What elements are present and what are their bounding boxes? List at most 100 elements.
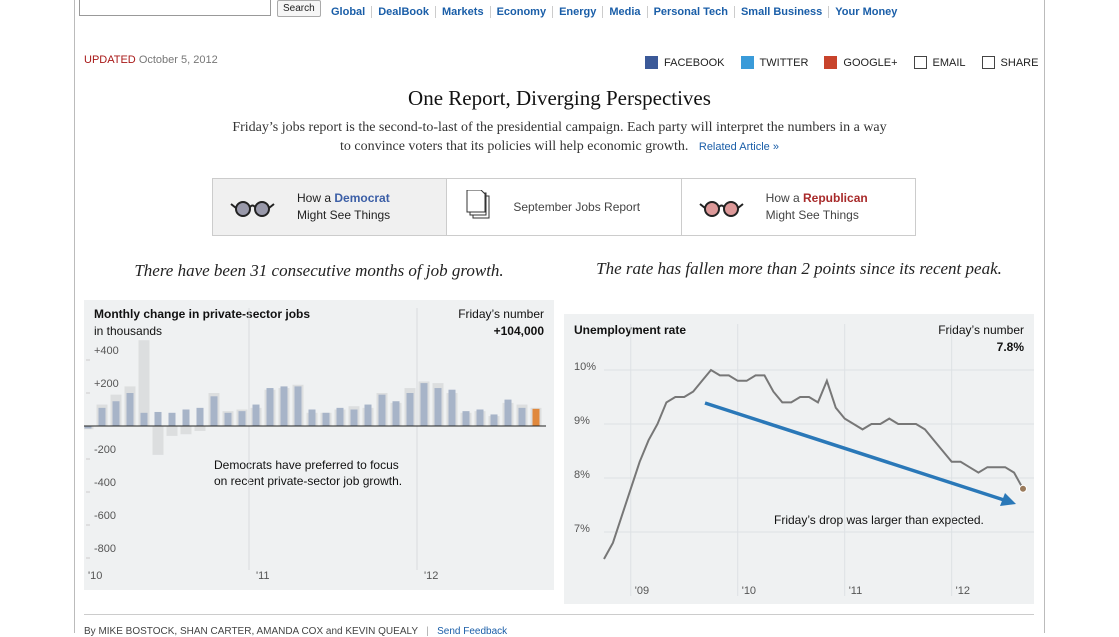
bar (462, 411, 470, 426)
bar (378, 394, 386, 426)
byline: By MIKE BOSTOCK, SHAN CARTER, AMANDA COX… (84, 626, 418, 637)
divider (84, 614, 1034, 615)
share-item[interactable]: GOOGLE+ (824, 56, 898, 69)
share-label: TWITTER (759, 56, 809, 69)
document-icon (466, 190, 490, 219)
chart-subtitle: in thousands (94, 324, 162, 338)
tab-prefix: How a (765, 191, 800, 205)
bar (448, 389, 456, 426)
jobs-chart-panel: Monthly change in private-sector jobs in… (80, 300, 554, 590)
tab-party: Republican (803, 191, 868, 205)
page-frame (74, 0, 1045, 633)
tabs: How a Democrat Might See Things September… (212, 178, 916, 236)
bar (194, 426, 206, 431)
separator: | (426, 626, 429, 637)
bar (152, 426, 164, 455)
tab-republican[interactable]: How a Republican Might See Things (680, 179, 915, 235)
tab-party: Democrat (334, 191, 390, 205)
tab-prefix: How a (297, 191, 332, 205)
last-point (1019, 484, 1028, 493)
share-icon (824, 56, 838, 69)
callout-value: 7.8% (997, 340, 1025, 354)
tab-suffix: Might See Things (765, 208, 859, 222)
bar (98, 407, 106, 426)
share-label: SHARE (1000, 56, 1039, 69)
x-tick-label: '11 (256, 570, 270, 582)
nav-link[interactable]: Media (602, 6, 647, 18)
bar (420, 383, 428, 426)
search-button[interactable]: Search (277, 0, 321, 17)
glasses-icon (699, 201, 744, 217)
jobs-chart: Monthly change in private-sector jobs in… (80, 307, 546, 582)
nav-link[interactable]: Your Money (828, 6, 904, 18)
nav-link[interactable]: Personal Tech (646, 6, 734, 18)
glasses-icon (230, 201, 275, 217)
y-tick-label: -400 (94, 477, 116, 489)
bar (308, 409, 316, 426)
updated: UPDATED October 5, 2012 (84, 54, 218, 66)
bar (434, 388, 442, 426)
bar (84, 426, 92, 429)
y-tick-label: 7% (574, 523, 590, 535)
share-item[interactable]: FACEBOOK (645, 56, 725, 69)
bar (406, 393, 414, 426)
bar (350, 409, 358, 426)
nav-link[interactable]: Markets (434, 6, 490, 18)
y-tick-label: +400 (94, 345, 119, 357)
nav-link[interactable]: Economy (489, 6, 553, 18)
annotation: on recent private-sector job growth. (214, 474, 402, 488)
bar (166, 426, 178, 436)
nav-link[interactable]: Global (331, 6, 366, 18)
share-item[interactable]: SHARE (981, 56, 1039, 69)
y-tick-label: 8% (574, 469, 590, 481)
bar (154, 411, 162, 426)
share-icon (981, 56, 995, 69)
annotation: Friday’s drop was larger than expected. (774, 513, 984, 527)
bar (180, 426, 192, 435)
bar (364, 404, 372, 426)
x-tick-label: '12 (956, 585, 970, 597)
share-item[interactable]: TWITTER (740, 56, 809, 69)
callout-value: +104,000 (494, 324, 545, 338)
bar (532, 408, 540, 426)
bar (294, 386, 302, 426)
tab-report[interactable]: September Jobs Report (446, 179, 680, 235)
search-input[interactable] (79, 0, 271, 16)
y-tick-label: -200 (94, 444, 116, 456)
nav-link[interactable]: Energy (552, 6, 603, 18)
unemployment-chart-panel: Unemployment rate Friday’s number 7.8% F… (564, 314, 1034, 604)
chart-title: Monthly change in private-sector jobs (94, 307, 310, 321)
feedback-link[interactable]: Send Feedback (437, 626, 508, 637)
section-nav: Global DealBook Markets Economy Energy Media P… (325, 2, 904, 20)
tab-suffix: Might See Things (297, 208, 391, 222)
bar (238, 411, 246, 426)
nav-link[interactable]: Small Business (733, 6, 829, 18)
share-label: FACEBOOK (664, 56, 725, 69)
y-tick-label: -800 (94, 543, 116, 555)
bar (322, 412, 330, 426)
share-item[interactable]: EMAIL (913, 56, 966, 69)
intro: Friday’s jobs report is the second-to-la… (0, 118, 1119, 157)
bar (252, 404, 260, 426)
x-tick-label: '10 (742, 585, 756, 597)
y-tick-label: -600 (94, 510, 116, 522)
share-label: GOOGLE+ (843, 56, 898, 69)
bar (168, 412, 176, 426)
bar (138, 340, 150, 426)
page-title: One Report, Diverging Perspectives (408, 86, 711, 110)
tab-label: September Jobs Report (513, 200, 641, 214)
bar (126, 393, 134, 426)
intro-line: to convince voters that its policies wil… (340, 139, 689, 154)
callout-label: Friday’s number (458, 307, 544, 321)
share-icon (740, 56, 754, 69)
tab-democrat[interactable]: How a Democrat Might See Things (213, 179, 447, 235)
bar (210, 396, 218, 426)
bar (280, 386, 288, 426)
callout-label: Friday’s number (938, 323, 1024, 337)
bar (224, 412, 232, 426)
bar (336, 407, 344, 426)
nav-link[interactable]: DealBook (371, 6, 435, 18)
x-tick-label: '10 (88, 570, 102, 582)
headline: There have been 31 consecutive months of… (134, 261, 504, 280)
related-link[interactable]: Related Article » (698, 141, 779, 153)
